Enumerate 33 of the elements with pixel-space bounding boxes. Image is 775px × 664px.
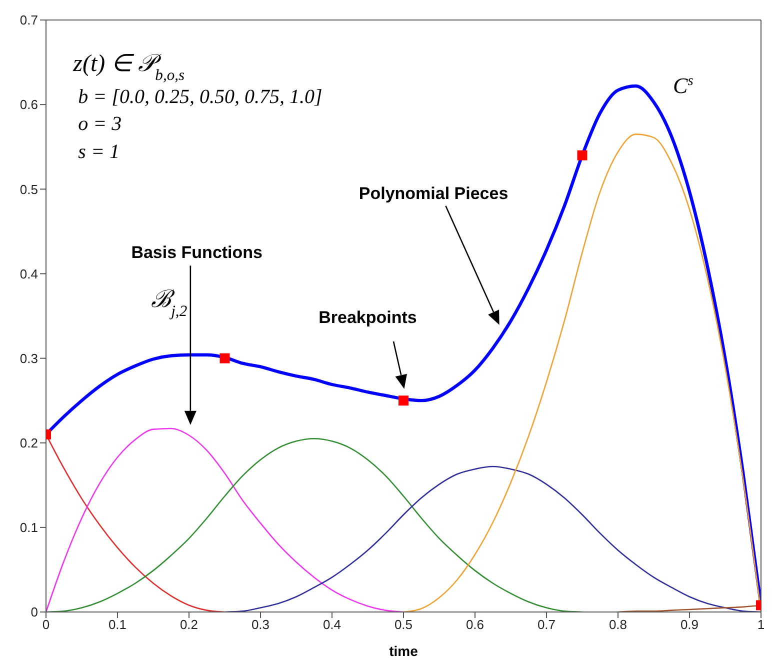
annotation: o = 3 <box>78 113 122 136</box>
point <box>220 353 230 364</box>
y-tick-label: 0.4 <box>20 266 38 282</box>
x-tick-label: 0 <box>42 617 50 632</box>
x-tick-label: 0.8 <box>608 617 628 632</box>
annotation: Polynomial Pieces <box>358 184 508 203</box>
annotation: ℬ$_{j,2}$ <box>151 287 188 320</box>
annotation: C$^{s}$ <box>673 72 694 98</box>
x-tick-label: 0.4 <box>322 617 342 632</box>
point <box>577 150 588 160</box>
x-tick-label: 0.6 <box>466 617 484 632</box>
annotation: b = [0.0, 0.25, 0.50, 0.75, 1.0] <box>78 86 322 108</box>
annotation: z(t) ∈ 𝒫$_{b,o,s}$ <box>72 50 185 84</box>
annotation: Breakpoints <box>318 308 417 328</box>
x-tick-label: 0.2 <box>180 617 198 632</box>
x-tick-label: 0.1 <box>108 617 127 632</box>
y-tick-label: 0.6 <box>20 97 38 112</box>
line-series <box>46 428 404 612</box>
y-tick-label: 0.7 <box>20 12 38 28</box>
point <box>398 396 408 406</box>
x-tick-label: 0.5 <box>394 617 413 632</box>
annotation: Basis Functions <box>131 242 263 262</box>
x-tick-label: 0.7 <box>537 617 556 632</box>
annotation: s = 1 <box>78 140 120 163</box>
y-tick-label: 0 <box>30 604 38 620</box>
x-tick-label: 1 <box>757 617 765 632</box>
x-tick-label: 0.9 <box>680 617 699 632</box>
y-tick-label: 0.1 <box>20 520 38 536</box>
y-tick-label: 0.5 <box>20 182 38 197</box>
y-tick-label: 0.3 <box>20 350 38 366</box>
y-tick-label: 0.2 <box>20 435 38 450</box>
x-tick-label: 0.3 <box>251 617 270 632</box>
x-axis-title: time <box>389 643 418 659</box>
